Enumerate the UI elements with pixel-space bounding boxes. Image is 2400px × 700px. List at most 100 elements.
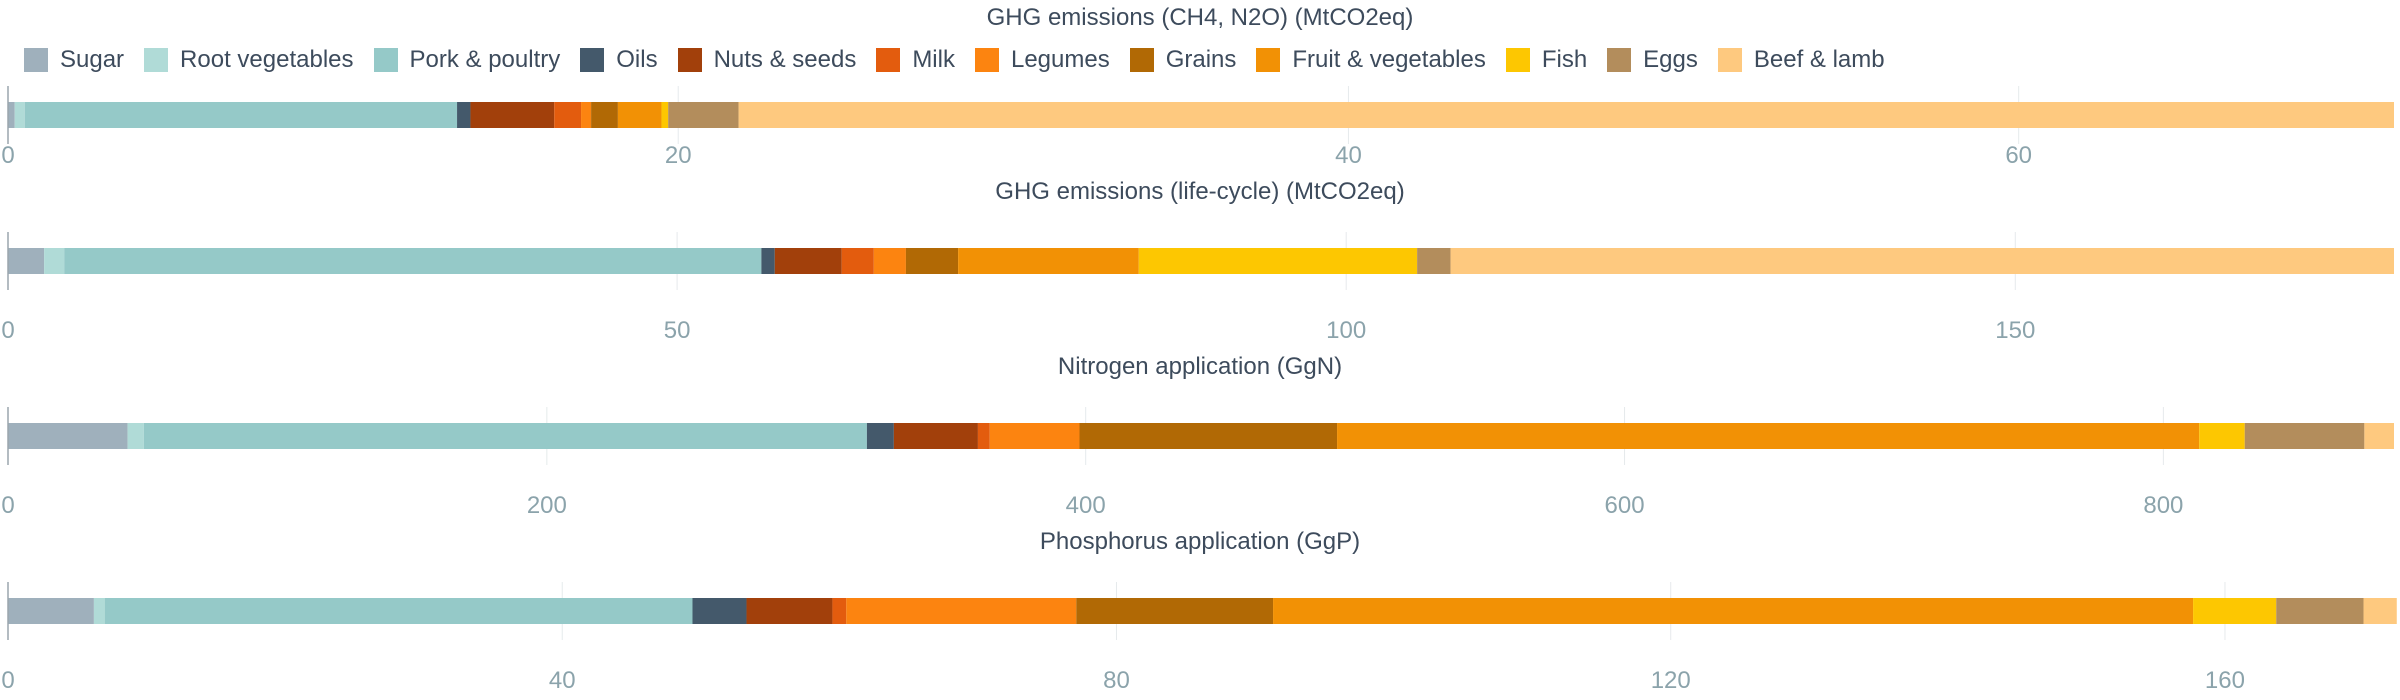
legend-swatch [974, 48, 999, 72]
tick-label: 0 [1, 667, 14, 694]
bar-segment[interactable] [8, 102, 15, 128]
bar-segment[interactable] [24, 102, 458, 128]
bar-segment[interactable] [661, 102, 669, 128]
bar-segment[interactable] [866, 423, 894, 449]
legend-label: Beef & lamb [1753, 46, 1885, 73]
bar-segment[interactable] [873, 248, 906, 274]
bar-segment[interactable] [617, 102, 662, 128]
legend-swatch [1129, 48, 1154, 72]
legend: Sugar Root vegetables Pork & poultry Oils Nu… [24, 42, 1905, 78]
legend-item[interactable]: Sugar [24, 46, 124, 74]
chart-panel: Nitrogen application (GgN) 0 200 400 600 800 [1, 353, 2394, 519]
bar-segment[interactable] [989, 423, 1080, 449]
bar-segment[interactable] [2363, 598, 2397, 624]
bar-segment[interactable] [1076, 598, 1274, 624]
tick-label: 150 [1995, 317, 2035, 344]
tick-label: 800 [2143, 492, 2183, 519]
bar-segment[interactable] [893, 423, 978, 449]
legend-label: Eggs [1643, 46, 1698, 73]
tick-label: 20 [665, 142, 692, 169]
legend-label: Fruit & vegetables [1292, 46, 1486, 73]
legend-swatch [580, 48, 605, 72]
legend-label: Pork & poultry [409, 46, 561, 73]
bar-segment[interactable] [470, 102, 555, 128]
legend-item[interactable]: Legumes [974, 46, 1110, 74]
legend-label: Nuts & seeds [713, 46, 857, 73]
tick-label: 60 [2005, 142, 2032, 169]
legend-label: Sugar [60, 46, 125, 73]
bar-segment[interactable] [143, 423, 867, 449]
bar-segment[interactable] [846, 598, 1077, 624]
legend-item[interactable]: Fish [1505, 46, 1588, 74]
bar-segment[interactable] [774, 248, 842, 274]
bar-segment[interactable] [832, 598, 847, 624]
legend-label: Fish [1541, 46, 1588, 73]
bar-segment[interactable] [977, 423, 990, 449]
bar-segment[interactable] [1273, 598, 2194, 624]
legend-item[interactable]: Grains [1129, 46, 1237, 74]
legend-swatch [1256, 48, 1281, 72]
legend-swatch [876, 48, 901, 72]
legend-swatch [1717, 48, 1742, 72]
legend-label: Grains [1165, 46, 1237, 73]
legend-swatch [677, 48, 702, 72]
bar-segment[interactable] [746, 598, 833, 624]
tick-label: 40 [549, 667, 576, 694]
bar-segment[interactable] [8, 598, 94, 624]
bar-segment[interactable] [1079, 423, 1338, 449]
bar-segment[interactable] [2276, 598, 2364, 624]
bar-segment[interactable] [738, 102, 2394, 128]
bar-segment[interactable] [761, 248, 775, 274]
legend-item[interactable]: Root vegetables [144, 46, 354, 74]
legend-label: Legumes [1010, 46, 1110, 73]
legend-item[interactable]: Pork & poultry [373, 46, 561, 74]
chart-panel: Phosphorus application (GgP) 0 40 80 120 160 [1, 528, 2397, 694]
bar-segment[interactable] [14, 102, 25, 128]
bar-segment[interactable] [905, 248, 959, 274]
bar-segment[interactable] [457, 102, 471, 128]
bar-segment[interactable] [104, 598, 693, 624]
legend-item[interactable]: Eggs [1607, 46, 1698, 74]
bar-segment[interactable] [958, 248, 1139, 274]
bar-segment[interactable] [8, 423, 128, 449]
legend-item[interactable]: Beef & lamb [1717, 46, 1885, 74]
chart-title: Phosphorus application (GgP) [1040, 528, 1360, 555]
legend-label: Milk [912, 46, 955, 73]
legend-item[interactable]: Fruit & vegetables [1256, 46, 1486, 74]
legend-item[interactable]: Nuts & seeds [677, 46, 857, 74]
tick-label: 160 [2205, 667, 2245, 694]
bar-segment[interactable] [2199, 423, 2245, 449]
tick-label: 0 [1, 317, 14, 344]
bar-segment[interactable] [1417, 248, 1451, 274]
bar-segment[interactable] [44, 248, 65, 274]
chart-panel: GHG emissions (CH4, N2O) (MtCO2eq) 0 20 40 6… [1, 4, 2394, 169]
bar-segment[interactable] [591, 102, 618, 128]
tick-label: 200 [527, 492, 567, 519]
legend-item[interactable]: Oils [580, 46, 658, 74]
tick-label: 400 [1066, 492, 1106, 519]
bar-segment[interactable] [93, 598, 105, 624]
tick-label: 0 [1, 142, 14, 169]
bar-segment[interactable] [64, 248, 762, 274]
bar-segment[interactable] [2193, 598, 2277, 624]
bar-segment[interactable] [2364, 423, 2394, 449]
bar-segment[interactable] [2244, 423, 2365, 449]
bar-segment[interactable] [8, 248, 45, 274]
chart-panel: GHG emissions (life-cycle) (MtCO2eq) 0 50 1… [1, 178, 2394, 344]
tick-label: 40 [1335, 142, 1362, 169]
bar-segment[interactable] [668, 102, 739, 128]
bar-segment[interactable] [554, 102, 582, 128]
legend-swatch [24, 48, 48, 72]
legend-item[interactable]: Milk [876, 46, 955, 74]
chart-title: GHG emissions (CH4, N2O) (MtCO2eq) [987, 4, 1414, 31]
tick-label: 50 [664, 317, 691, 344]
bar-segment[interactable] [581, 102, 592, 128]
bar-segment[interactable] [1337, 423, 2200, 449]
bar-segment[interactable] [127, 423, 144, 449]
bar-segment[interactable] [1450, 248, 2394, 274]
tick-label: 80 [1103, 667, 1130, 694]
bar-segment[interactable] [692, 598, 747, 624]
bar-segment[interactable] [1138, 248, 1418, 274]
bar-segment[interactable] [841, 248, 874, 274]
